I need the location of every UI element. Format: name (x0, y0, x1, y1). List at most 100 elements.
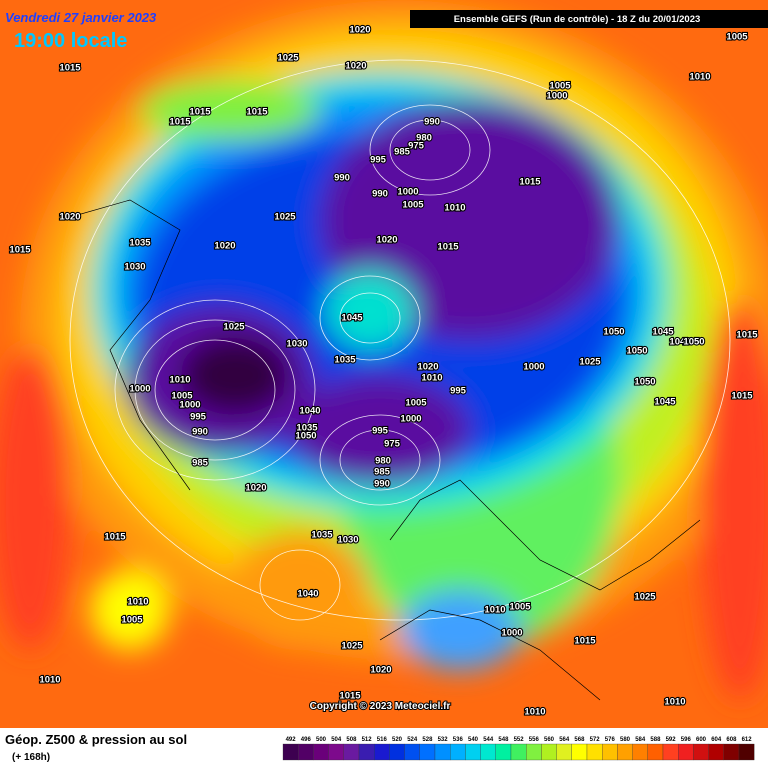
scale-label: 612 (742, 737, 753, 743)
isobar-label: 1015 (339, 691, 361, 702)
isobar-label: 1010 (127, 597, 148, 608)
isobar-label: 1050 (626, 346, 647, 357)
isobar-label: 1015 (736, 330, 758, 341)
isobar-label: 995 (370, 155, 387, 166)
scale-label: 532 (438, 737, 449, 743)
scale-label: 504 (331, 737, 342, 743)
isobar-label: 1015 (189, 107, 211, 118)
scale-label: 548 (498, 737, 509, 743)
isobar-label: 1040 (669, 337, 690, 348)
isobar-label: 1045 (341, 313, 363, 324)
isobar-label: 1015 (519, 177, 541, 188)
isobar-label: 1020 (370, 665, 391, 676)
isobar-label: 1000 (523, 362, 544, 373)
isobar-label: 1015 (9, 245, 31, 256)
scale-label: 540 (468, 737, 479, 743)
scale-label: 584 (635, 737, 646, 743)
isobar-label: 1045 (654, 397, 676, 408)
date: Vendredi 27 janvier 2023 (5, 10, 157, 25)
color-swatch (723, 743, 740, 761)
model-info: Ensemble GEFS (Run de contrôle) - 18 Z d… (454, 14, 701, 25)
scale-label: 556 (529, 737, 540, 743)
isobar-label: 1010 (39, 675, 60, 686)
isobar-label: 1025 (277, 53, 299, 64)
isobar-label: 1015 (59, 63, 81, 74)
color-swatch (328, 743, 344, 761)
isobar-label: 1000 (179, 400, 200, 411)
scale-label: 552 (514, 737, 525, 743)
isobar-label: 1030 (337, 535, 358, 546)
color-swatch (389, 743, 405, 761)
scale-label: 588 (650, 737, 661, 743)
color-swatch (647, 743, 664, 761)
isobar-label: 1015 (246, 107, 268, 118)
isobar-label: 1000 (129, 384, 150, 395)
color-swatch (632, 743, 648, 761)
isobar-label: 1050 (683, 337, 704, 348)
isobar-label: 985 (394, 147, 411, 158)
scale-label: 520 (392, 737, 403, 743)
isobar-label: 1000 (501, 628, 522, 639)
scale-label: 564 (559, 737, 570, 743)
scale-label: 544 (483, 737, 494, 743)
isobar-label: 1010 (689, 72, 710, 83)
isobar-label: 1020 (59, 212, 80, 223)
isobar-label: 975 (384, 439, 401, 450)
isobar-label: 1015 (437, 242, 459, 253)
scale-label: 508 (346, 737, 357, 743)
isobar-label: 1025 (634, 592, 656, 603)
isobar-label: 990 (334, 173, 350, 184)
isobar-label: 985 (192, 458, 209, 469)
color-swatch (541, 743, 557, 761)
isobar-label: 995 (190, 412, 207, 423)
isobar-label: 1000 (400, 414, 421, 425)
geopotential-field (0, 0, 768, 728)
isobar-label: 1000 (397, 187, 418, 198)
color-swatch (298, 743, 314, 761)
isobar-label: 1025 (274, 212, 296, 223)
color-swatch (571, 743, 588, 761)
isobar-label: 1015 (169, 117, 191, 128)
isobar-label: 1010 (524, 707, 545, 718)
scale-label: 572 (590, 737, 601, 743)
isobar-label: 1015 (574, 636, 596, 647)
isobar-label: 1005 (509, 602, 531, 613)
color-swatch (526, 743, 542, 761)
isobar-label: 1010 (444, 203, 465, 214)
isobar-label: 1035 (311, 530, 333, 541)
time: 19:00 locale (14, 30, 127, 52)
scale-label: 596 (681, 737, 692, 743)
isobar-label: 1025 (223, 322, 245, 333)
isobar-label: 1035 (296, 423, 318, 434)
scale-label: 608 (726, 737, 737, 743)
isobar-label: 985 (374, 467, 391, 478)
isobar-label: 990 (374, 479, 390, 490)
isobar-label: 1005 (726, 32, 748, 43)
isobar-label: 1025 (341, 641, 363, 652)
footer-title: Géop. Z500 & pression au sol (5, 732, 187, 747)
color-scale: 492 496 500 504 508 512 516 520 524 528 532 536 540 5… (282, 737, 755, 761)
scale-label: 604 (711, 737, 722, 743)
isobar-label: 995 (450, 386, 467, 397)
color-swatch (617, 743, 633, 761)
isobar-label: 1030 (286, 339, 307, 350)
isobar-label: 990 (424, 117, 440, 128)
scale-label: 492 (286, 737, 297, 743)
isobar-label: 990 (372, 189, 388, 200)
isobar-label: 1050 (603, 327, 624, 338)
isobar-label: 1010 (664, 697, 685, 708)
scale-label: 536 (453, 737, 464, 743)
color-swatch (450, 743, 466, 761)
color-swatch (708, 743, 724, 761)
color-swatch (465, 743, 481, 761)
color-swatch (693, 743, 709, 761)
scale-label: 592 (666, 737, 677, 743)
model-box (410, 10, 768, 28)
isobar-label: 1005 (549, 81, 571, 92)
scale-label: 568 (574, 737, 585, 743)
isobar-label: 1020 (417, 362, 438, 373)
isobar-label: 1035 (129, 238, 151, 249)
scale-label: 500 (316, 737, 327, 743)
